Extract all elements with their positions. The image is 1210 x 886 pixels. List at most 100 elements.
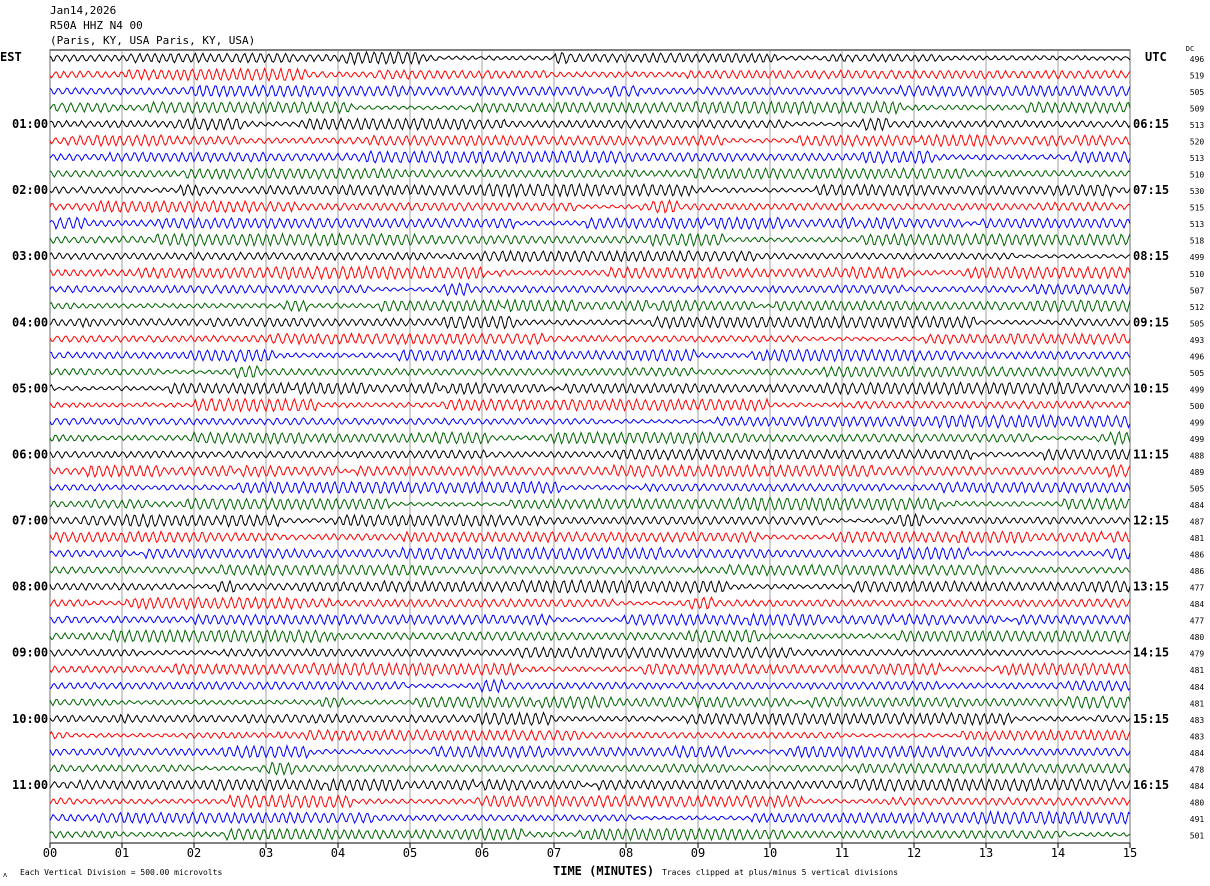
seismic-trace [49,133,1131,148]
est-hour-label: 11:00 [12,778,48,792]
seismic-trace [49,827,1131,842]
x-tick-label: 07 [547,846,561,860]
seismic-trace [49,84,1131,99]
seismic-trace [49,512,1131,529]
dc-offset-label: 512 [1190,303,1205,312]
dc-offset-label: 513 [1190,154,1205,163]
dc-offset-label: 505 [1190,369,1205,378]
utc-hour-label: 10:15 [1133,381,1169,395]
dc-offset-label: 513 [1190,220,1205,229]
seismic-trace [49,761,1131,776]
dc-offset-label: 484 [1190,749,1205,758]
est-hour-label: 09:00 [12,646,48,660]
dc-offset-label: 507 [1190,286,1205,295]
dc-offset-label: 487 [1190,518,1205,527]
x-tick-label: 04 [331,846,345,860]
seismic-trace [49,809,1131,826]
dc-offset-label: 484 [1190,501,1205,510]
dc-offset-label: 483 [1190,732,1205,741]
dc-offset-label: 496 [1190,55,1205,64]
dc-offset-label: 477 [1190,584,1205,593]
est-hour-label: 10:00 [12,712,48,726]
est-axis-label: EST [0,50,22,64]
est-hour-label: 07:00 [12,514,48,528]
utc-hour-label: 09:15 [1133,315,1169,329]
utc-hour-label: 13:15 [1133,580,1169,594]
utc-axis-label: UTC [1145,50,1167,64]
x-tick-label: 05 [403,846,417,860]
utc-hour-label: 14:15 [1133,646,1169,660]
seismic-trace [49,298,1131,313]
dc-offset-label: 509 [1190,105,1205,114]
seismic-trace [49,496,1131,512]
seismic-trace [49,711,1131,727]
dc-offset-label: 520 [1190,138,1205,147]
seismic-trace [49,480,1131,495]
dc-offset-label: 530 [1190,187,1205,196]
dc-offset-label: 505 [1190,485,1205,494]
seismic-trace [49,628,1131,644]
dc-offset-label: 515 [1190,204,1205,213]
dc-offset-label: 501 [1190,831,1205,840]
x-tick-label: 09 [691,846,705,860]
est-hour-label: 05:00 [12,381,48,395]
plot-date: Jan14,2026 [50,4,117,17]
dc-offset-label: 500 [1190,402,1205,411]
dc-offset-label: 499 [1190,253,1205,262]
dc-offset-label: 510 [1190,171,1205,180]
seismic-trace [49,182,1131,199]
dc-offset-label: 493 [1190,336,1205,345]
dc-offset-label: 484 [1190,600,1205,609]
x-tick-label: 03 [259,846,273,860]
scale-note: Each Vertical Division = 500.00 microvol… [20,868,223,877]
dc-offset-label: 480 [1190,633,1205,642]
seismic-trace [49,596,1131,611]
plot-frame [49,49,1131,844]
utc-hour-label: 06:15 [1133,117,1169,131]
utc-hour-label: 16:15 [1133,778,1169,792]
dc-offset-label: 519 [1190,72,1205,81]
seismic-trace [49,264,1131,281]
dc-offset-label: 481 [1190,666,1205,675]
seismic-trace [49,777,1131,793]
dc-header: DC [1186,45,1194,53]
est-hour-label: 08:00 [12,580,48,594]
dc-offset-label: 481 [1190,699,1205,708]
station-location: (Paris, KY, USA Paris, KY, USA) [50,34,256,47]
est-hour-label: 02:00 [12,183,48,197]
clip-note: Traces clipped at plus/minus 5 vertical … [662,868,899,877]
seismic-trace [49,198,1131,214]
dc-offset-label: 489 [1190,468,1205,477]
utc-hour-label: 07:15 [1133,183,1169,197]
est-hour-label: 04:00 [12,315,48,329]
seismic-trace [49,463,1131,479]
est-hour-label: 03:00 [12,249,48,263]
dc-offset-label: 499 [1190,385,1205,394]
x-tick-label: 06 [475,846,489,860]
seismic-trace [49,348,1131,363]
seismic-trace [49,563,1131,577]
seismic-trace [49,249,1131,263]
x-tick-label: 14 [1051,846,1065,860]
dc-offset-label: 483 [1190,716,1205,725]
x-tick-label: 12 [907,846,921,860]
dc-offset-label: 488 [1190,451,1205,460]
logo-mark: ᴧ [3,871,8,879]
dc-offset-label: 496 [1190,352,1205,361]
dc-offset-label: 491 [1190,815,1205,824]
dc-offset-label: 486 [1190,551,1205,560]
dc-offset-label: 499 [1190,435,1205,444]
seismic-trace [49,166,1131,181]
seismic-trace [49,578,1131,595]
seismic-trace [49,149,1131,165]
dc-offset-label: 484 [1190,782,1205,791]
seismic-trace [49,793,1131,809]
seismic-trace [49,364,1131,380]
x-axis-label: TIME (MINUTES) [553,864,655,878]
seismic-trace [49,529,1130,545]
seismic-trace [49,694,1131,710]
utc-hour-label: 15:15 [1133,712,1169,726]
dc-offset-label: 505 [1190,88,1205,97]
dc-offset-label: 499 [1190,418,1205,427]
